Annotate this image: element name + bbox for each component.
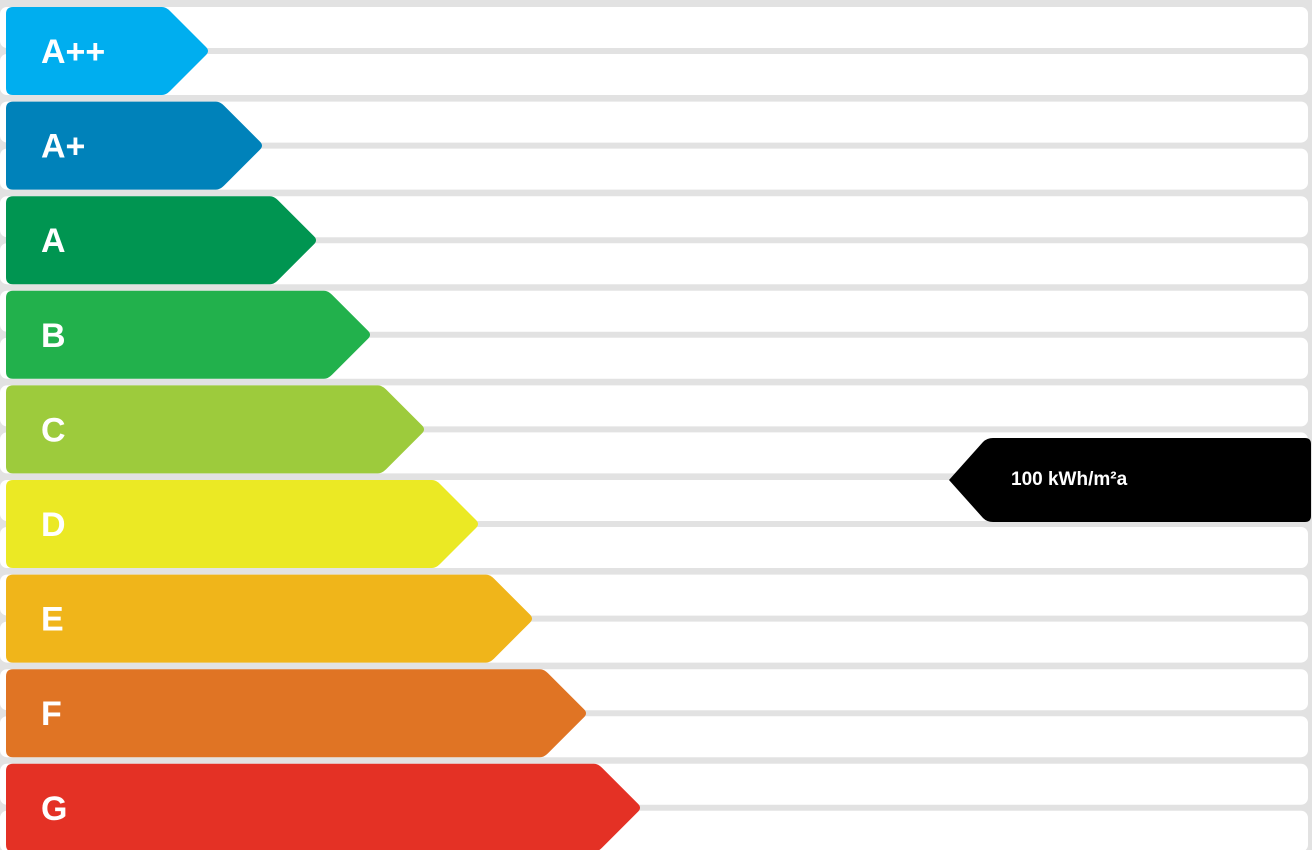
rating-bar-f: [6, 669, 586, 758]
row-stripe-bottom: [0, 148, 1308, 190]
rating-bar-aplusplus: [6, 7, 208, 95]
consumption-indicator: 100 kWh/m²a: [949, 438, 1311, 522]
row-stripe-top: [0, 101, 1308, 143]
row-stripe-top: [0, 196, 1308, 238]
rating-label: F: [41, 695, 62, 733]
rating-bar-g: [6, 763, 640, 850]
row-stripe-bottom: [0, 243, 1308, 285]
rating-bar-b: [6, 290, 370, 379]
rating-bar-aplus: [6, 101, 262, 190]
rating-bar-d: [6, 480, 478, 568]
indicator-arrow-shape: [949, 438, 1311, 522]
rating-label: C: [41, 411, 66, 449]
rating-label: G: [41, 790, 67, 828]
rating-bar-e: [6, 574, 532, 663]
indicator-value-label: 100 kWh/m²a: [1011, 469, 1128, 490]
rating-label: E: [41, 601, 64, 639]
rating-bar-a: [6, 196, 316, 285]
row-stripe-top: [0, 7, 1308, 48]
rating-label: A: [41, 222, 66, 260]
rating-bar-c: [6, 385, 424, 474]
rating-label: D: [41, 506, 66, 544]
rating-label: A+: [41, 128, 85, 166]
rating-label: A++: [41, 33, 105, 71]
rating-label: B: [41, 317, 66, 355]
row-stripe-bottom: [0, 54, 1308, 95]
